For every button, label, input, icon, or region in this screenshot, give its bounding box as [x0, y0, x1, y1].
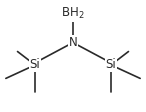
Text: N: N — [69, 36, 77, 49]
Text: BH$_2$: BH$_2$ — [61, 6, 85, 21]
Text: Si: Si — [106, 58, 116, 71]
Text: Si: Si — [30, 58, 40, 71]
